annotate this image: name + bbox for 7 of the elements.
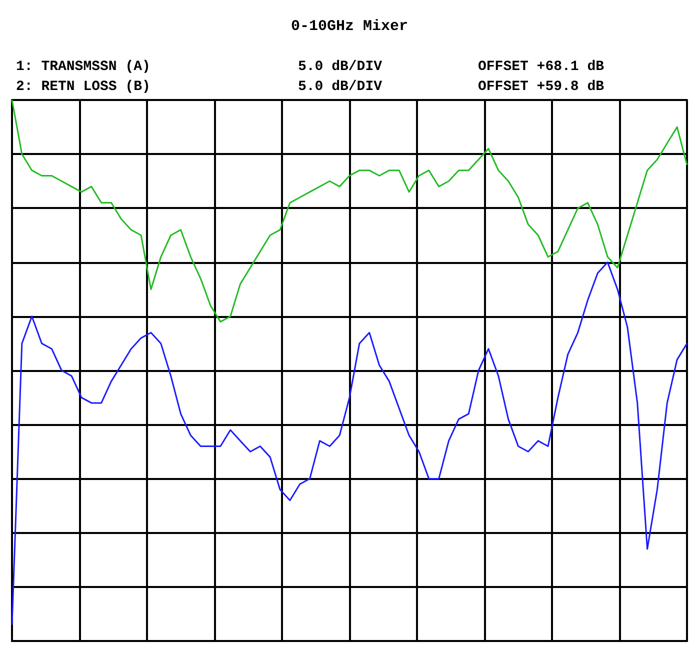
text: 5.0 dB/DIV <box>298 59 383 75</box>
text: 1: TRANSMSSN (A) <box>16 59 150 75</box>
chart-title: 0-10GHz Mixer <box>290 18 408 35</box>
text: OFFSET +59.8 dB <box>478 79 605 95</box>
text: 2: RETN LOSS (B) <box>16 79 150 95</box>
text: OFFSET +68.1 dB <box>478 59 605 75</box>
text: 5.0 dB/DIV <box>298 79 383 95</box>
